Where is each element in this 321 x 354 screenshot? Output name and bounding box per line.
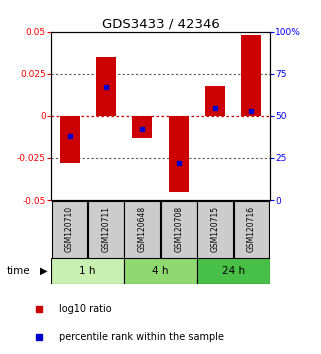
Bar [241,35,261,116]
Text: percentile rank within the sample: percentile rank within the sample [59,332,224,342]
Text: 4 h: 4 h [152,266,169,276]
Bar [169,116,189,192]
Bar [51,258,124,284]
Text: time: time [6,266,30,276]
Bar [234,201,269,258]
Title: GDS3433 / 42346: GDS3433 / 42346 [102,18,219,31]
Bar [96,57,116,116]
Bar [132,116,152,138]
Text: GSM120716: GSM120716 [247,206,256,252]
Bar [125,201,160,258]
Text: GSM120710: GSM120710 [65,206,74,252]
Bar [197,258,270,284]
Text: GSM120711: GSM120711 [101,206,110,252]
Bar [161,201,196,258]
Bar [60,116,80,163]
Text: 24 h: 24 h [222,266,245,276]
Text: 1 h: 1 h [80,266,96,276]
Bar [197,201,233,258]
Text: log10 ratio: log10 ratio [59,304,112,314]
Text: ▶: ▶ [40,266,48,276]
Text: GSM120708: GSM120708 [174,206,183,252]
Text: GSM120715: GSM120715 [211,206,220,252]
Bar [52,201,87,258]
Bar [205,86,225,116]
Bar [88,201,124,258]
Text: GSM120648: GSM120648 [138,206,147,252]
Bar [124,258,197,284]
